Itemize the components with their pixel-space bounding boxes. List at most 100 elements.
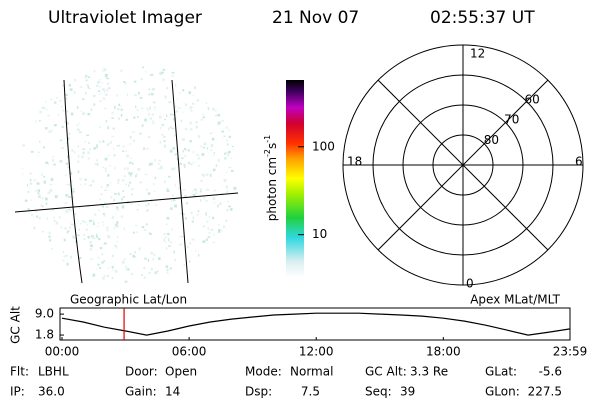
speckle	[192, 161, 195, 164]
speckle	[29, 178, 32, 182]
speckle	[202, 116, 205, 119]
speckle	[138, 247, 141, 251]
speckle	[106, 275, 110, 277]
speckle	[85, 79, 88, 82]
speckle	[93, 70, 96, 73]
speckle	[158, 159, 161, 162]
speckle	[91, 236, 95, 239]
speckle	[115, 245, 118, 249]
speckle	[47, 191, 51, 194]
speckle	[37, 195, 40, 197]
speckle	[92, 222, 95, 226]
speckle	[98, 209, 100, 212]
speckle	[65, 163, 69, 165]
speckle	[106, 226, 109, 229]
speckle	[89, 219, 92, 222]
speckle	[182, 111, 184, 113]
speckle	[38, 194, 41, 198]
speckle	[134, 93, 137, 97]
speckle	[71, 190, 75, 193]
speckle	[81, 155, 84, 158]
colorbar-label: photon cm-2s-1	[263, 135, 279, 222]
speckle	[68, 137, 70, 140]
speckle	[115, 212, 117, 214]
speckle	[184, 195, 187, 197]
speckle	[188, 91, 192, 94]
speckle	[148, 88, 151, 91]
info-label: GC Alt:	[365, 365, 407, 379]
speckle	[97, 222, 100, 224]
x-tick-label: 12:00	[299, 345, 334, 359]
speckle	[104, 74, 108, 77]
speckle	[101, 205, 104, 208]
speckle	[88, 237, 90, 239]
speckle	[149, 74, 153, 76]
speckle	[87, 76, 91, 78]
speckle	[76, 106, 79, 109]
panel-title: Geographic Lat/Lon	[70, 293, 187, 307]
speckle	[103, 214, 106, 217]
speckle	[174, 258, 177, 262]
axis	[377, 79, 549, 251]
speckle	[102, 140, 105, 143]
speckle	[38, 216, 41, 220]
speckle	[107, 267, 110, 269]
speckle	[41, 173, 43, 176]
speckle	[37, 192, 40, 195]
speckle	[37, 189, 41, 192]
speckle	[171, 127, 175, 129]
speckle	[171, 74, 174, 77]
speckle	[61, 85, 65, 87]
speckle	[125, 267, 128, 271]
speckle	[95, 84, 99, 87]
speckle	[161, 124, 165, 126]
speckle	[26, 184, 28, 187]
speckle	[138, 204, 140, 207]
speckle	[88, 142, 91, 144]
speckle	[68, 132, 71, 136]
speckle	[152, 121, 155, 125]
speckle	[106, 88, 109, 92]
exponent: -1	[263, 135, 272, 143]
speckle	[218, 122, 221, 125]
speckle	[103, 68, 107, 72]
mlt-label: 0	[466, 277, 474, 291]
speckle	[102, 166, 105, 169]
speckle	[83, 238, 86, 240]
speckle	[159, 141, 162, 144]
speckle	[99, 267, 101, 270]
speckle	[179, 243, 183, 246]
speckle	[137, 115, 139, 118]
speckle	[66, 231, 69, 234]
speckle	[123, 175, 126, 178]
x-tick-label: 06:00	[172, 345, 207, 359]
speckle	[85, 92, 87, 95]
speckle	[195, 121, 198, 124]
info-value: Open	[165, 365, 197, 379]
speckle	[144, 257, 147, 260]
speckle	[200, 119, 204, 121]
speckle	[70, 223, 74, 226]
speckle	[38, 140, 41, 144]
speckle	[48, 231, 51, 235]
speckle	[118, 103, 121, 107]
speckle	[189, 242, 191, 245]
imager	[14, 66, 239, 284]
speckle	[110, 182, 112, 184]
speckle	[185, 203, 188, 205]
speckle	[225, 220, 228, 222]
speckle	[110, 196, 113, 198]
speckle	[227, 143, 229, 146]
speckle	[206, 188, 209, 191]
speckle	[227, 200, 229, 202]
speckle	[189, 139, 192, 143]
speckle	[86, 84, 89, 87]
speckle	[87, 157, 90, 160]
speckle	[87, 151, 90, 154]
speckle	[217, 113, 221, 117]
speckle	[117, 207, 119, 211]
speckle	[166, 217, 170, 220]
speckle	[82, 151, 85, 155]
speckle	[49, 239, 52, 242]
speckle	[186, 202, 188, 204]
